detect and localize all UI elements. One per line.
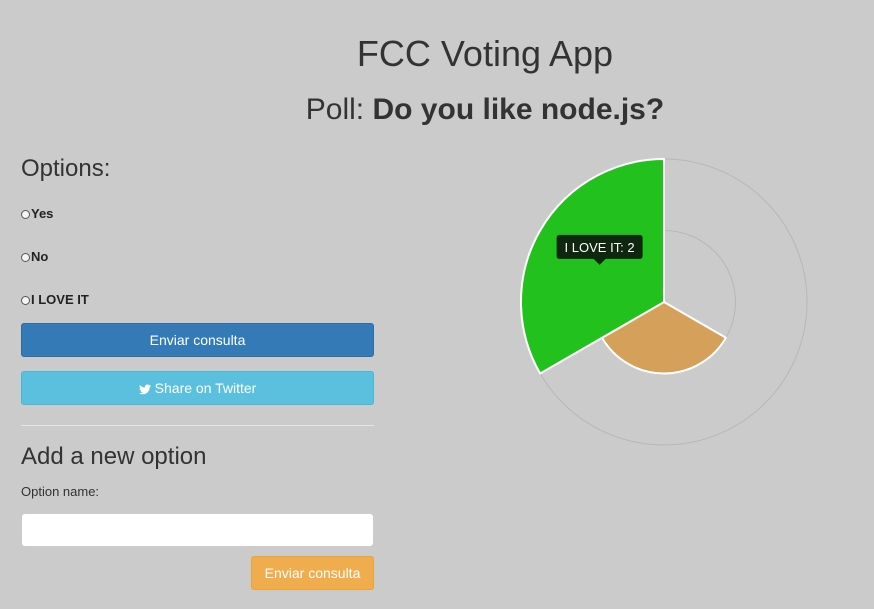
options-heading: Options: xyxy=(21,155,111,182)
vote-submit-button[interactable]: Enviar consulta xyxy=(21,323,374,357)
poll-question: Do you like node.js? xyxy=(372,93,665,126)
twitter-icon xyxy=(138,384,151,395)
section-divider xyxy=(21,425,374,426)
chart-slice-i-love-it[interactable] xyxy=(520,158,665,375)
option-yes-radio[interactable] xyxy=(21,210,30,219)
option-name-input[interactable] xyxy=(21,513,374,547)
option-yes[interactable]: Yes xyxy=(21,204,53,222)
poll-title: Poll: Do you like node.js? xyxy=(0,92,874,128)
option-name-label: Option name: xyxy=(21,484,100,499)
add-option-submit-button[interactable]: Enviar consulta xyxy=(251,556,374,590)
chart-tooltip-box xyxy=(556,234,643,265)
option-yes-label: Yes xyxy=(31,205,54,221)
option-no-radio[interactable] xyxy=(21,253,30,262)
add-option-heading: Add a new option xyxy=(21,443,207,470)
chart-slices xyxy=(520,158,727,375)
option-no-label: No xyxy=(31,248,49,264)
option-i-love-it-radio[interactable] xyxy=(21,296,30,305)
option-i-love-it-label: I LOVE IT xyxy=(31,291,89,307)
poll-prefix: Poll: xyxy=(305,93,373,126)
option-no[interactable]: No xyxy=(21,247,48,265)
share-twitter-button[interactable]: Share on Twitter xyxy=(21,371,374,405)
chart-tooltip: I LOVE IT: 2 xyxy=(556,234,643,265)
share-twitter-label: Share on Twitter xyxy=(154,380,257,396)
chart-tooltip-label: I LOVE IT: 2 xyxy=(565,240,635,255)
app-title: FCC Voting App xyxy=(356,33,614,74)
option-i-love-it[interactable]: I LOVE IT xyxy=(21,290,89,308)
